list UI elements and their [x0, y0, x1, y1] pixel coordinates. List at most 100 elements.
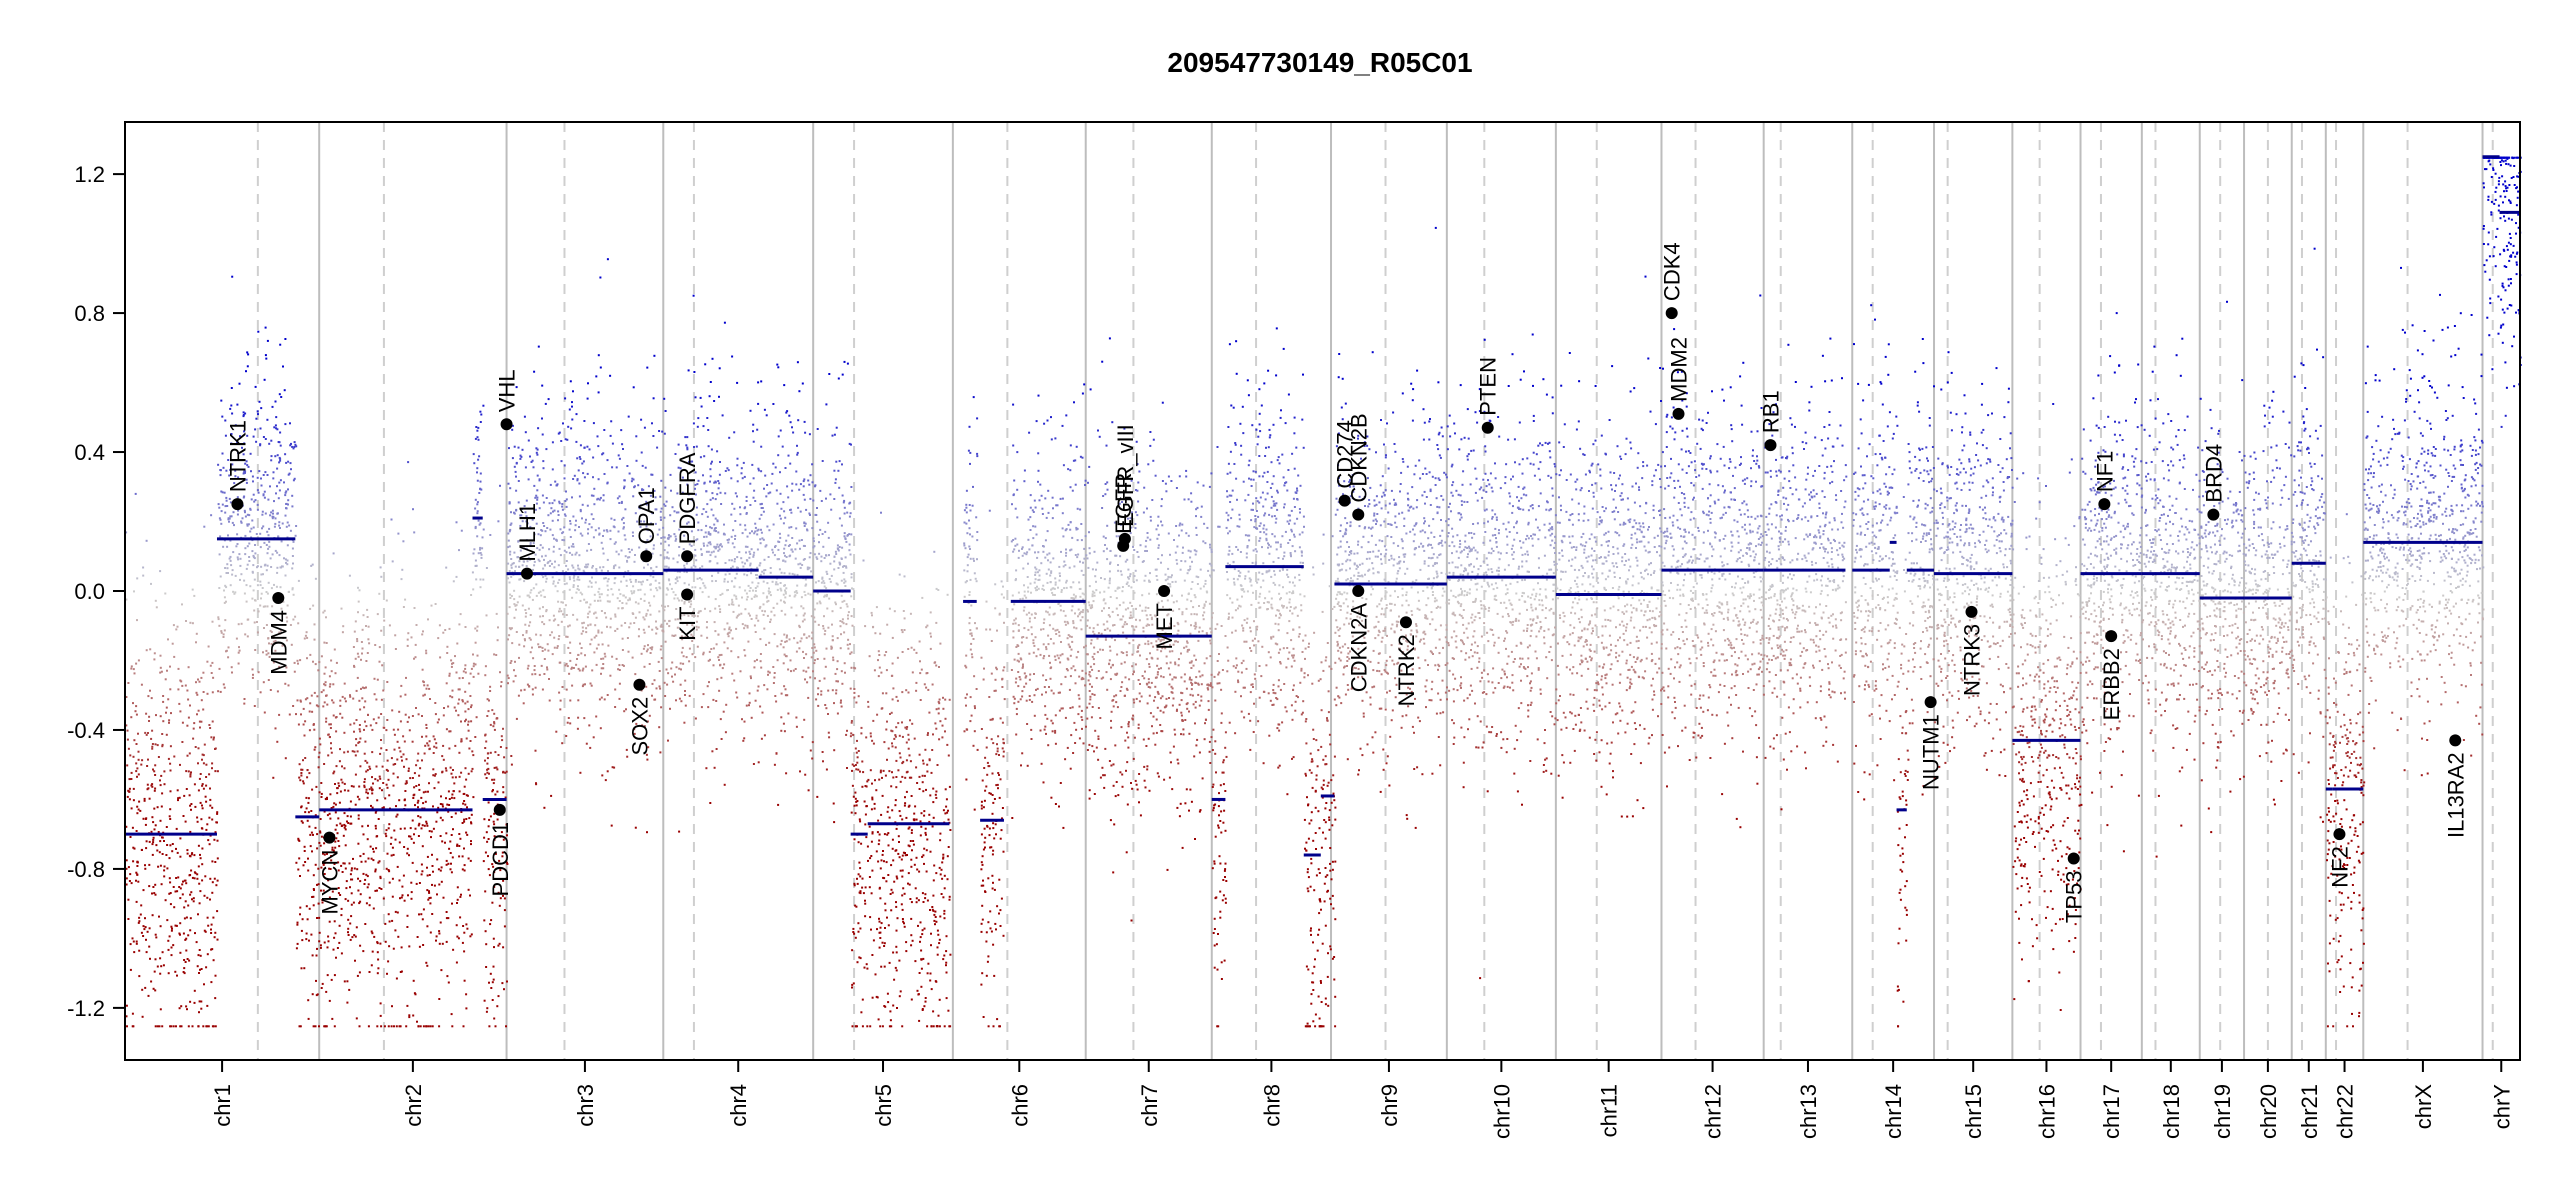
probe-point — [403, 799, 406, 802]
probe-point — [271, 517, 274, 520]
probe-point — [737, 604, 740, 607]
probe-point — [309, 702, 312, 705]
probe-point — [315, 994, 318, 997]
probe-point — [323, 941, 326, 944]
probe-point — [129, 968, 132, 971]
probe-point — [145, 817, 148, 820]
probe-point — [460, 738, 463, 741]
probe-point — [842, 501, 845, 504]
probe-point — [532, 587, 535, 590]
probe-point — [334, 846, 337, 849]
probe-point — [151, 816, 154, 819]
probe-point — [843, 599, 846, 602]
probe-point — [328, 723, 331, 726]
probe-point — [422, 791, 425, 794]
probe-point — [477, 458, 480, 461]
probe-point — [195, 691, 198, 694]
probe-point — [335, 661, 338, 664]
probe-point — [476, 629, 479, 632]
probe-point — [326, 798, 328, 800]
probe-point — [266, 564, 269, 567]
probe-point — [135, 942, 138, 945]
probe-point — [543, 525, 546, 527]
probe-point — [751, 581, 754, 584]
probe-point — [268, 545, 271, 548]
probe-point — [762, 572, 765, 575]
probe-point — [642, 616, 645, 619]
probe-point — [183, 917, 186, 920]
probe-point — [553, 509, 556, 512]
probe-point — [434, 713, 437, 716]
probe-point — [428, 897, 431, 899]
probe-point — [694, 554, 697, 557]
probe-point — [864, 902, 867, 905]
probe-point — [361, 647, 364, 650]
probe-point — [347, 899, 350, 902]
probe-point — [474, 736, 477, 738]
probe-point — [265, 591, 268, 593]
probe-point — [246, 434, 249, 437]
probe-point — [572, 586, 575, 588]
probe-point — [901, 854, 904, 857]
probe-point — [560, 601, 563, 604]
probe-point — [755, 617, 758, 620]
probe-point — [901, 651, 904, 653]
probe-point — [332, 552, 335, 555]
probe-point — [822, 627, 825, 630]
probe-point — [514, 660, 516, 663]
probe-point — [361, 697, 364, 700]
probe-point — [691, 640, 694, 642]
probe-point — [148, 863, 151, 866]
probe-point — [775, 581, 778, 584]
probe-point — [919, 820, 922, 823]
probe-point — [468, 817, 471, 820]
probe-point — [585, 518, 587, 521]
probe-point — [603, 473, 606, 475]
probe-point — [179, 887, 182, 890]
probe-point — [803, 525, 806, 527]
probe-point — [784, 544, 787, 547]
probe-point — [763, 684, 766, 687]
probe-point — [212, 676, 215, 679]
probe-point — [688, 460, 691, 463]
probe-point — [513, 603, 516, 606]
probe-point — [380, 629, 383, 632]
probe-point — [900, 903, 903, 906]
probe-point — [827, 689, 830, 692]
probe-point — [444, 841, 446, 844]
probe-point — [622, 516, 625, 519]
probe-point — [600, 672, 602, 675]
probe-point — [658, 670, 661, 672]
probe-point — [196, 873, 199, 876]
probe-point — [618, 495, 621, 498]
probe-point — [548, 619, 551, 622]
probe-point — [211, 1025, 214, 1028]
probe-point — [474, 559, 477, 562]
probe-point — [571, 401, 573, 404]
probe-point — [671, 661, 674, 664]
probe-point — [366, 875, 369, 878]
probe-point — [623, 534, 626, 537]
probe-point — [904, 802, 907, 805]
probe-point — [264, 605, 267, 608]
probe-point — [749, 564, 752, 567]
probe-point — [864, 823, 867, 826]
probe-point — [137, 808, 140, 811]
probe-point — [850, 533, 853, 536]
probe-point — [617, 607, 620, 610]
probe-point — [332, 714, 335, 717]
probe-point — [266, 592, 269, 595]
probe-point — [125, 696, 128, 698]
probe-point — [751, 530, 753, 533]
probe-point — [568, 576, 571, 579]
probe-point — [637, 635, 640, 638]
probe-point — [569, 699, 572, 702]
probe-point — [287, 488, 289, 491]
probe-point — [566, 438, 569, 441]
probe-point — [676, 492, 679, 495]
probe-point — [487, 710, 490, 713]
probe-point — [620, 580, 623, 583]
probe-point — [808, 512, 811, 515]
probe-point — [734, 520, 737, 522]
probe-point — [363, 778, 366, 781]
